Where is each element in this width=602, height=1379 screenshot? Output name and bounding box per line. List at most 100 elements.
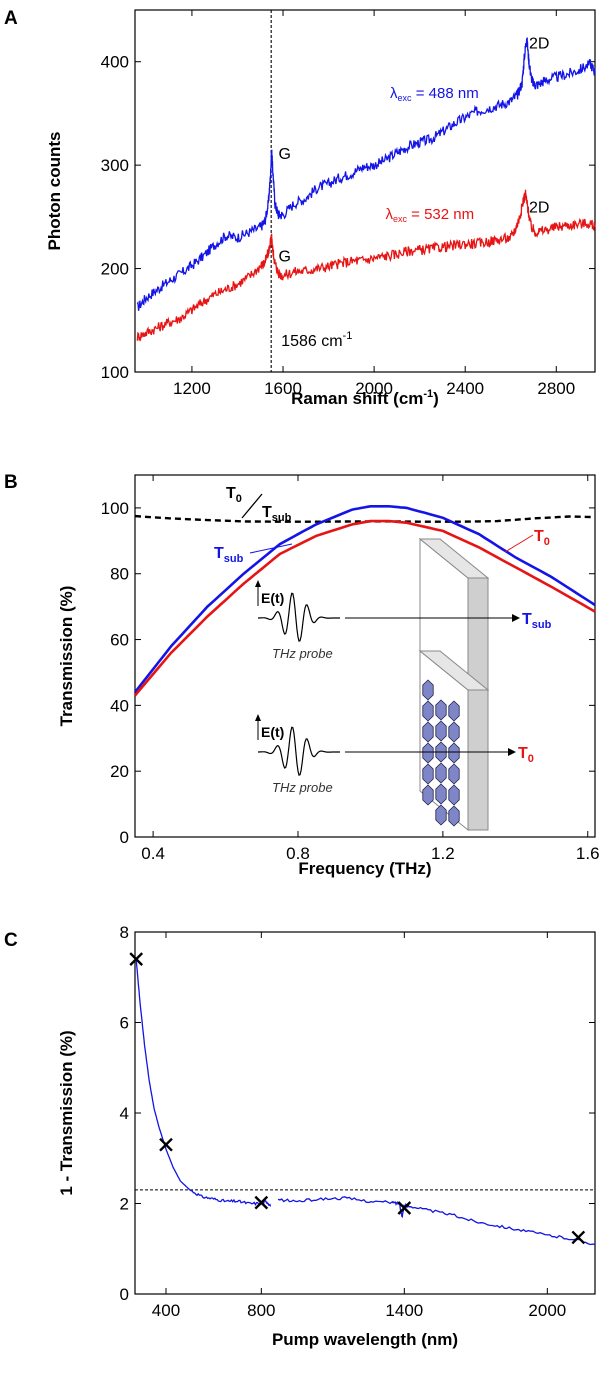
tsub-beam-arrowhead: [512, 614, 520, 622]
graphene-hexagon: [435, 804, 447, 826]
panel-a-ticks: 1200 1600 2000 2400 2800 100 200 300 400: [101, 10, 595, 398]
peak-label: 2D: [529, 200, 549, 217]
panel-a-x-axis-title: Raman shift (cm-1): [291, 388, 439, 408]
graphene-lattice: [422, 679, 460, 827]
substrate-slab-top: [418, 538, 490, 579]
measurement-marker: [129, 952, 144, 966]
ratio-top-label: T0: [226, 485, 242, 505]
t0-field-axis-arrowhead: [255, 714, 261, 721]
graphene-slab-top: [418, 650, 490, 691]
x-tick-label: 2000: [528, 1301, 566, 1320]
ratio-slash: [241, 493, 263, 519]
t0-pulse-waveform: [258, 726, 340, 776]
t0-probe-caption: THz probe: [272, 780, 333, 795]
excitation-wavelength-label: λexc = 532 nm: [385, 206, 474, 224]
series-line-spectrum: [135, 959, 271, 1207]
panel-letter-c: C: [4, 930, 18, 951]
x-tick-label: 400: [152, 1301, 180, 1320]
panel-c-ticks: 400 800 1400 2000 0 2 4 6 8: [120, 923, 595, 1320]
panel-a-reference-line: 1586 cm-1: [270, 10, 352, 372]
y-tick-label: 400: [101, 53, 129, 72]
panel-b-ticks: 0.4 0.8 1.2 1.6 0 20 40 60 80 100: [101, 475, 600, 863]
excitation-wavelength-label: λexc = 488 nm: [390, 85, 479, 103]
graphene-hexagon: [435, 783, 447, 805]
x-tick-label: 1200: [173, 379, 211, 398]
x-tick-label: 0.4: [141, 844, 165, 863]
y-tick-label: 20: [110, 762, 129, 781]
y-tick-label: 0: [120, 1285, 129, 1304]
x-tick-label: 1.6: [576, 844, 600, 863]
graphene-hexagon: [448, 721, 460, 743]
measurement-marker: [254, 1195, 269, 1210]
graphene-hexagon: [422, 742, 434, 764]
graphene-hexagon: [448, 742, 460, 764]
panel-b-y-axis-title: Transmission (%): [57, 586, 76, 727]
graphene-hexagon: [448, 763, 460, 785]
y-tick-label: 6: [120, 1014, 129, 1033]
graphene-hexagon: [448, 784, 460, 806]
x-tick-label: 1.2: [431, 844, 455, 863]
t0-field-label: E(t): [261, 724, 284, 740]
y-tick-label: 4: [120, 1104, 129, 1123]
panel-c-x-axis-title: Pump wavelength (nm): [272, 1330, 458, 1349]
measurement-marker: [159, 1137, 173, 1152]
g-peak-position-label: 1586 cm-1: [281, 330, 352, 350]
t0-probe: E(t) THz probe T0: [255, 714, 534, 795]
x-tick-label: 1400: [385, 1301, 423, 1320]
tsub-curve-leader: [249, 543, 293, 554]
tsub-probe-caption: THz probe: [272, 646, 333, 661]
peak-label: 2D: [529, 35, 549, 52]
tsub-field-label: E(t): [261, 590, 284, 606]
y-tick-label: 8: [120, 923, 129, 942]
series-line-488-nm: [136, 37, 596, 311]
x-tick-label: 800: [247, 1301, 275, 1320]
graphene-hexagon: [422, 763, 434, 785]
y-tick-label: 100: [101, 363, 129, 382]
x-tick-label: 2800: [537, 379, 575, 398]
graphene-hexagon: [435, 699, 447, 721]
peak-label: G: [278, 146, 290, 163]
graphene-hexagon: [435, 762, 447, 784]
series-line-532-nm: [136, 189, 596, 342]
graphene-slab-side: [467, 689, 489, 831]
x-tick-label: 1600: [264, 379, 302, 398]
tsub-curve-label: Tsub: [214, 545, 244, 565]
y-tick-label: 40: [110, 696, 129, 715]
graphene-hexagon: [448, 700, 460, 722]
t0-beam-arrowhead: [508, 748, 516, 756]
peak-label: G: [278, 248, 290, 265]
panel-c-axes-box: [134, 931, 596, 1295]
tsub-probe: E(t) THz probe Tsub: [255, 580, 552, 661]
panel-c-series: [135, 959, 596, 1246]
series-line-spectrum-2: [277, 1196, 596, 1246]
y-tick-label: 2: [120, 1195, 129, 1214]
panel-a-annotations: G G 2D 2D λexc = 488 nm λexc = 532 nm: [278, 35, 549, 265]
y-tick-label: 0: [120, 828, 129, 847]
graphene-hexagon: [448, 805, 460, 827]
panel-b-x-axis-title: Frequency (THz): [298, 859, 431, 878]
panel-b-series: [133, 504, 596, 697]
graphene-hexagon: [422, 679, 434, 701]
panel-letter-b: B: [4, 472, 18, 493]
measurement-marker: [397, 1201, 412, 1215]
x-tick-label: 2400: [446, 379, 484, 398]
ratio-label: T0 Tsub: [226, 485, 292, 524]
y-tick-label: 100: [101, 499, 129, 518]
tsub-output-label: Tsub: [522, 611, 552, 631]
substrate-schematic: [418, 537, 490, 832]
series-line-tsub: [133, 504, 596, 693]
panel-b-axes-box: [134, 474, 596, 838]
y-tick-label: 200: [101, 260, 129, 279]
y-tick-label: 300: [101, 156, 129, 175]
tsub-field-axis-arrowhead: [255, 580, 261, 587]
panel-a-y-axis-title: Photon counts: [45, 132, 64, 251]
panel-c-markers: [129, 952, 586, 1245]
panel-a-axes-box: [134, 9, 596, 373]
panel-c-pump-wavelength: C 400 800 1400 2000 0 2 4 6 8 Pump wavelength (n…: [4, 923, 596, 1349]
x-tick-label: 2000: [355, 379, 393, 398]
panel-a-raman-spectra: A 1200 1600 2000 2400 2800 100 200 300 400 1586 …: [4, 8, 596, 408]
graphene-hexagon: [422, 721, 434, 743]
series-line-t0: [134, 519, 596, 697]
panel-letter-a: A: [4, 8, 18, 29]
